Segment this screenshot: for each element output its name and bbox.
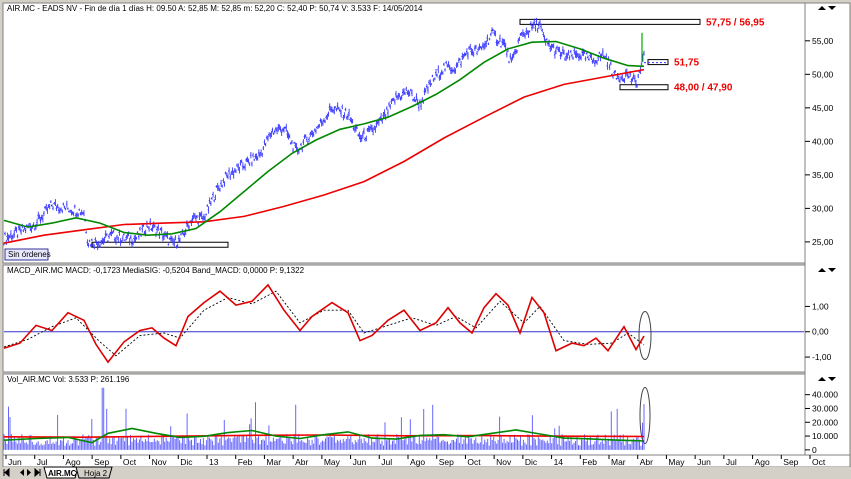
panel-scroll-controls[interactable] — [818, 6, 836, 381]
y-tick-label: 40,00 — [812, 136, 834, 146]
y-tick-label: 30.000 — [812, 403, 838, 413]
price-scroll-up-icon[interactable] — [818, 6, 826, 10]
y-tick-label: 10.000 — [812, 431, 838, 441]
price-panel[interactable] — [2, 2, 806, 264]
level-label: 51,75 — [674, 58, 699, 69]
y-tick-label: 50,00 — [812, 69, 834, 79]
x-tick-label: Nov — [152, 457, 168, 467]
signal-line — [3, 290, 645, 357]
svg-text:AIR.MC: AIR.MC — [48, 469, 77, 478]
volume-scroll-up-icon[interactable] — [818, 377, 826, 381]
y-tick-label: 20.000 — [812, 417, 838, 427]
ma-long-line — [3, 68, 645, 244]
level-box[interactable] — [619, 84, 669, 91]
x-tick-label: Sep — [94, 457, 109, 467]
tab-prev-icon[interactable] — [20, 469, 24, 476]
y-tick-label: 25,00 — [812, 237, 834, 247]
y-tick-label: 0 — [812, 445, 817, 455]
x-tick-label: Mar — [266, 457, 281, 467]
y-tick-label: 40.000 — [812, 390, 838, 400]
x-tick-label: Abr — [295, 457, 308, 467]
x-tick-label: Jun — [697, 457, 711, 467]
x-tick-label: Dic — [525, 457, 538, 467]
macd-scroll-up-icon[interactable] — [818, 268, 826, 272]
y-tick-label: 45,00 — [812, 103, 834, 113]
x-tick-label: Jun — [8, 457, 22, 467]
highlight-ellipse — [638, 311, 652, 360]
y-tick-label: 0,00 — [812, 327, 829, 337]
x-tick-label: Mar — [611, 457, 626, 467]
x-tick-label: Sep — [439, 457, 454, 467]
price-series: 57,75 / 56,95 51,75 48,00 / 47,90 — [3, 17, 765, 251]
y-tick-label: 55,00 — [812, 36, 834, 46]
price-panel-header: AIR.MC - EADS NV - Fin de día 1 días H: … — [7, 4, 423, 13]
price-scroll-down-icon[interactable] — [828, 6, 836, 10]
macd-scroll-down-icon[interactable] — [828, 268, 836, 272]
level-label: 48,00 / 47,90 — [674, 83, 733, 94]
volume-scroll-down-icon[interactable] — [828, 377, 836, 381]
tab-last-icon[interactable] — [34, 467, 41, 478]
x-tick-label: Feb — [238, 457, 253, 467]
y-tick-label: 30,00 — [812, 203, 834, 213]
x-tick-label: Jul — [381, 457, 392, 467]
svg-text:Sin órdenes: Sin órdenes — [8, 250, 51, 259]
x-tick-label: Ago — [755, 457, 770, 467]
sheet-tabs: AIR.MC Hoja 2 — [0, 466, 851, 479]
sin-ordenes-button[interactable]: Sin órdenes — [4, 248, 51, 261]
tab-next-icon[interactable] — [27, 469, 31, 476]
x-tick-label: Oct — [812, 457, 826, 467]
macd-panel[interactable] — [2, 264, 806, 373]
y-tick-label: 1,00 — [812, 301, 829, 311]
x-tick-label: Oct — [467, 457, 481, 467]
x-tick-label: Dic — [180, 457, 193, 467]
level-label: 57,75 / 56,95 — [706, 17, 765, 28]
axis-ticks: 25,00 30,00 35,00 40,00 45,00 50,00 55,00 1,00 0… — [805, 36, 838, 455]
tab-first-icon[interactable] — [3, 467, 10, 478]
x-tick-label: Sep — [783, 457, 798, 467]
x-tick-label: Ago — [410, 457, 425, 467]
y-tick-label: -1,00 — [812, 352, 832, 362]
tab-air-mc[interactable]: AIR.MC — [43, 466, 79, 479]
volume-ma-short-line — [3, 427, 645, 444]
x-tick-label: Oct — [123, 457, 137, 467]
y-tick-label: 35,00 — [812, 170, 834, 180]
volume-bars — [3, 387, 645, 450]
x-axis-labels: Jun Jul Ago Sep Oct Nov Dic 13 Feb Mar Abr May Jun Ju… — [5, 455, 826, 467]
level-box[interactable] — [519, 18, 701, 25]
macd-series — [3, 283, 804, 364]
level-box[interactable] — [91, 241, 229, 248]
x-tick-label: 13 — [209, 457, 219, 467]
x-tick-label: Abr — [640, 457, 653, 467]
x-tick-label: Jul — [37, 457, 48, 467]
ma-short-line — [3, 40, 645, 237]
x-tick-label: Jul — [726, 457, 737, 467]
svg-text:Hoja 2: Hoja 2 — [84, 469, 108, 478]
macd-line — [3, 283, 645, 364]
y-axis-strip — [804, 2, 851, 456]
x-tick-label: May — [324, 457, 341, 467]
x-tick-label: Feb — [582, 457, 597, 467]
x-tick-label: Jun — [353, 457, 367, 467]
macd-panel-header: MACD_AIR.MC MACD: -0,1723 MediaSIG: -0,5… — [7, 266, 305, 275]
volume-panel-header: Vol_AIR.MC Vol: 3.533 P: 261.196 — [7, 375, 130, 384]
volume-highlight-ellipse — [639, 387, 651, 444]
x-tick-label: May — [668, 457, 685, 467]
tab-hoja-2[interactable]: Hoja 2 — [75, 466, 113, 479]
x-tick-label: Ago — [65, 457, 80, 467]
volume-series — [3, 387, 651, 450]
x-tick-label: Nov — [496, 457, 512, 467]
x-tick-label: 14 — [554, 457, 564, 467]
